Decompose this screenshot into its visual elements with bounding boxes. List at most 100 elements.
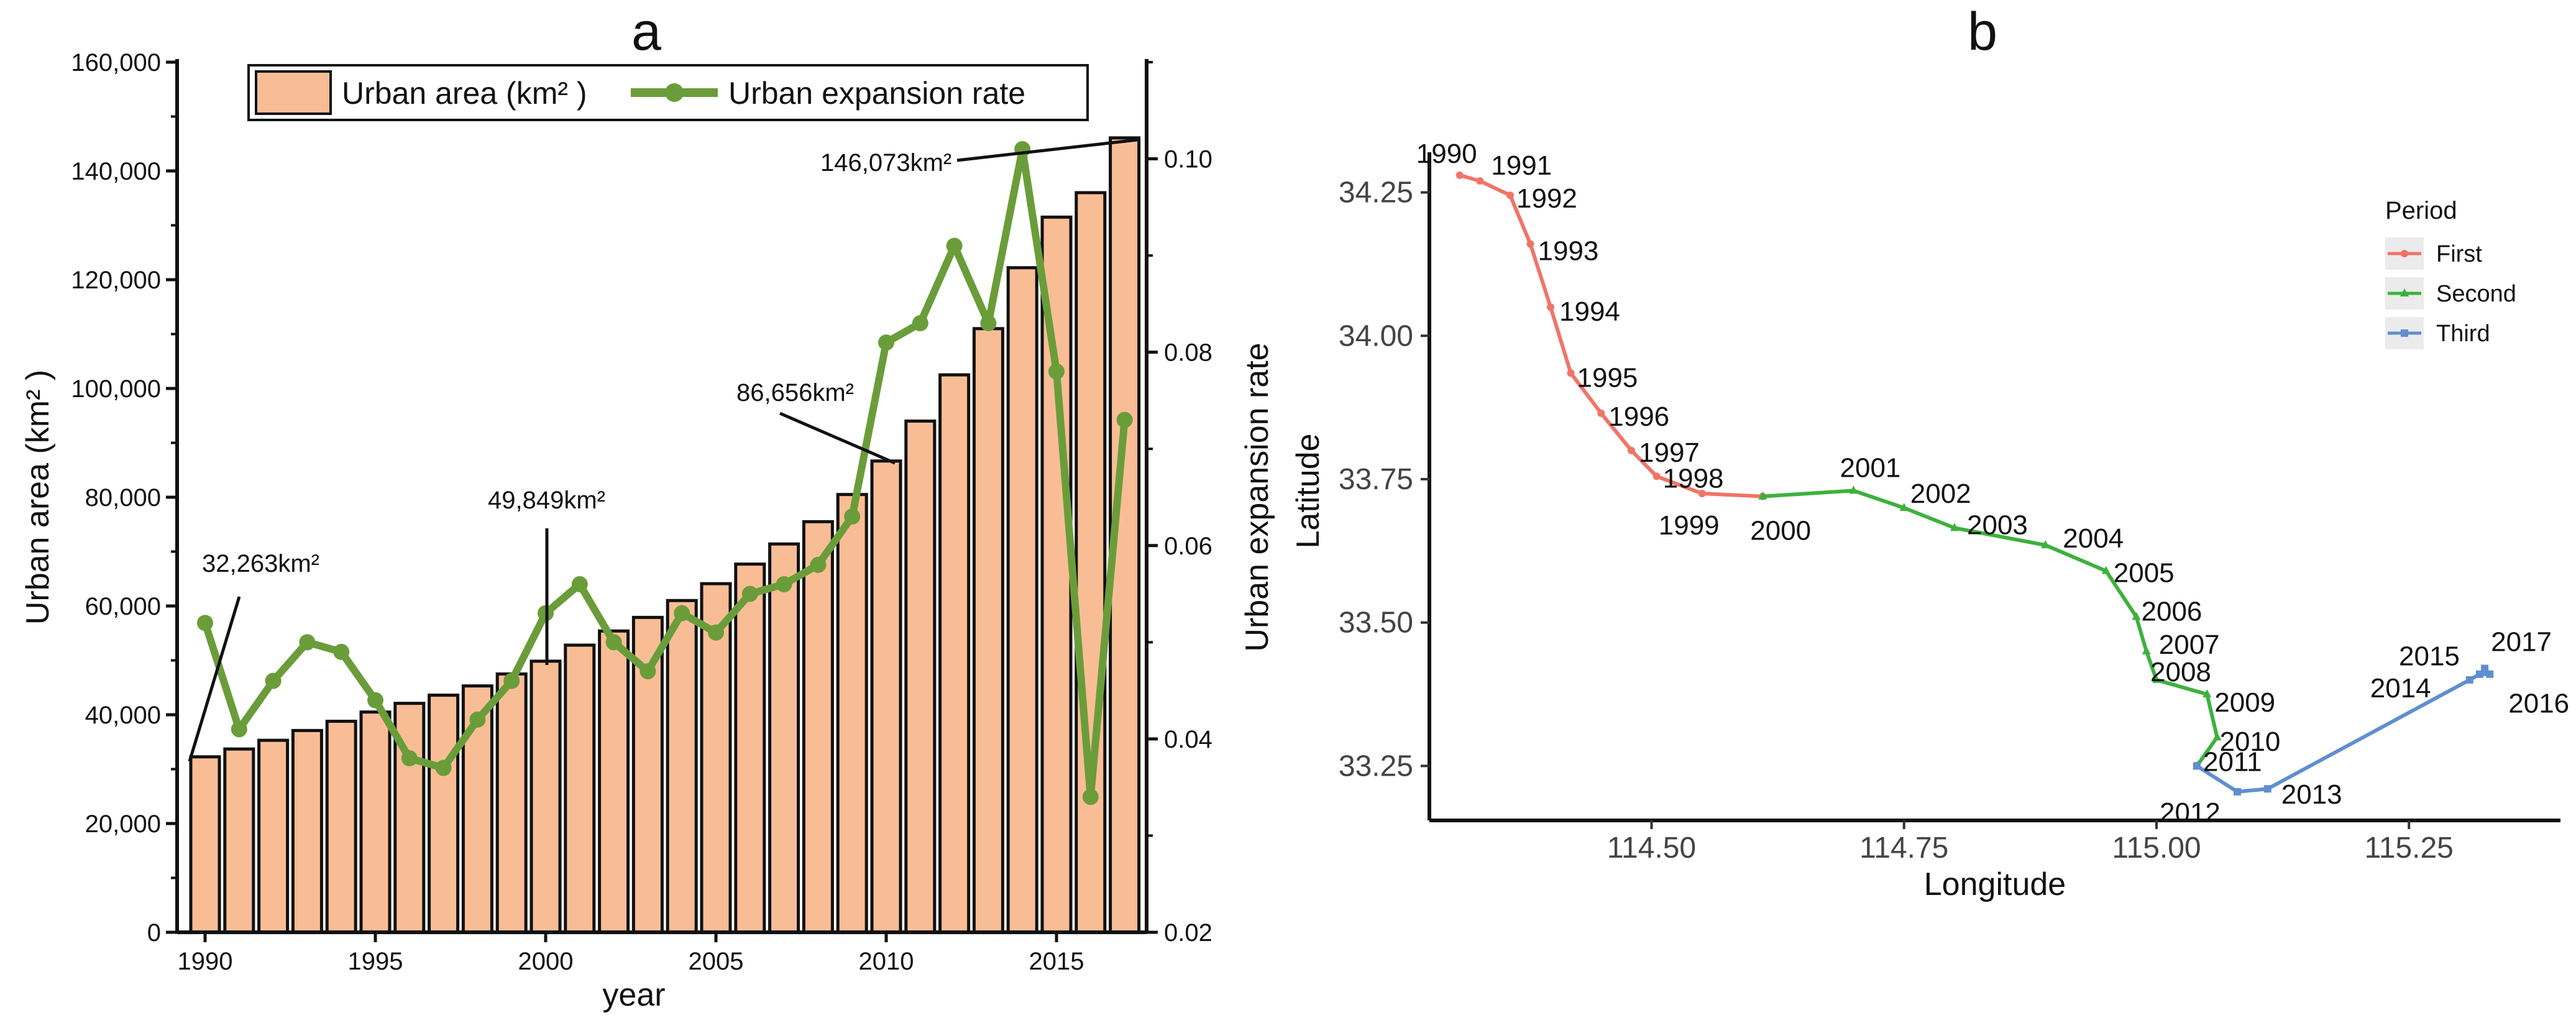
panel-a-annotations: 32,263km² 49,849km² 86,656km² 146,073km² <box>188 138 1138 762</box>
y-axis-title-b: Latitude <box>1290 433 1326 548</box>
bar <box>972 327 1004 934</box>
trajectory-second <box>1762 489 2219 768</box>
trajectory-point <box>2193 762 2201 770</box>
year-label: 2016 <box>2508 689 2569 719</box>
year-label: 2001 <box>1840 452 1901 483</box>
year-label: 2007 <box>2159 630 2220 660</box>
bar <box>1075 191 1107 934</box>
year-label: 2009 <box>2214 687 2275 718</box>
trajectory-point <box>1597 409 1605 417</box>
annotation-leader <box>956 138 1138 162</box>
rate-point <box>605 634 622 651</box>
panel-b-title: b <box>1968 2 1997 62</box>
y2-tick-label: 0.10 <box>1164 146 1212 173</box>
bar <box>802 520 834 934</box>
rate-point <box>367 692 383 709</box>
bar <box>223 747 255 934</box>
bar <box>325 720 357 934</box>
year-label: 2011 <box>2203 746 2262 777</box>
trajectory-point <box>2212 732 2222 741</box>
x-tick-label-b: 114.75 <box>1859 832 1948 865</box>
rate-point <box>1116 411 1133 428</box>
trajectory-point <box>2041 540 2050 549</box>
trajectory-point <box>1506 191 1514 200</box>
bar <box>666 599 698 934</box>
legend-a-bar-label: Urban area (km² ) <box>342 76 587 111</box>
annotation-label: 86,656km² <box>736 379 854 406</box>
bar <box>598 629 630 934</box>
annotation-label: 146,073km² <box>820 149 951 177</box>
rate-point <box>401 750 418 766</box>
bar <box>189 755 221 934</box>
rate-point <box>1082 789 1099 805</box>
year-label: 2005 <box>2114 558 2175 589</box>
bar <box>428 694 460 934</box>
trajectory-point <box>2401 250 2408 257</box>
y-tick-label: 40,000 <box>85 702 161 729</box>
rate-point <box>197 615 213 631</box>
trajectory-point <box>2486 670 2494 678</box>
bar <box>257 738 290 934</box>
trajectory-point <box>2202 689 2212 697</box>
legend-b-label: Third <box>2436 321 2490 347</box>
rate-point <box>333 643 350 660</box>
y-tick-label: 160,000 <box>71 49 161 76</box>
legend-b-title: Period <box>2385 197 2457 224</box>
trajectory-point <box>2400 288 2409 296</box>
y2-tick-label: 0.04 <box>1164 726 1212 753</box>
rate-point <box>231 721 247 738</box>
trajectory-point <box>2142 646 2151 654</box>
trajectory-point <box>1455 171 1464 179</box>
bar <box>359 710 392 934</box>
x-tick-label: 1995 <box>348 948 403 975</box>
trajectory-point <box>1547 303 1554 311</box>
rate-point <box>776 576 792 592</box>
y-tick-label-b: 33.75 <box>1339 463 1413 496</box>
x-tick-label: 2015 <box>1029 948 1084 975</box>
year-label: 1997 <box>1639 438 1700 468</box>
trajectory-point <box>1758 491 1767 500</box>
rate-point <box>741 585 758 602</box>
y-tick-label: 60,000 <box>85 593 161 620</box>
y-tick-label: 80,000 <box>85 484 161 512</box>
bar <box>870 459 902 934</box>
y-tick-label: 120,000 <box>71 267 161 294</box>
bar <box>768 542 800 934</box>
year-label: 2013 <box>2281 779 2342 810</box>
rate-point <box>299 634 316 651</box>
rate-point <box>844 508 861 525</box>
annotation-label: 49,849km² <box>488 487 605 514</box>
annotation-leader <box>779 411 896 465</box>
trajectory-point <box>1567 369 1575 377</box>
y-tick-label-b: 34.00 <box>1339 319 1413 352</box>
annotation-leader <box>188 596 241 762</box>
trajectory-point <box>1698 490 1706 498</box>
bar <box>529 659 562 934</box>
rate-point <box>912 315 928 331</box>
trajectory-first <box>1459 173 1763 498</box>
annotation-label: 32,263km² <box>202 550 319 577</box>
x-tick-label: 2005 <box>689 948 744 975</box>
year-label: 2017 <box>2491 626 2552 657</box>
x-tick-label-b: 115.00 <box>2112 832 2201 865</box>
bar <box>938 373 971 934</box>
panel-a: a 0 20,000 40,000 60,000 80,000 100,000 120,00… <box>20 2 1275 1013</box>
bar <box>1006 266 1038 934</box>
y-axis-title: Urban area (km² ) <box>20 370 56 625</box>
bar <box>700 582 732 934</box>
trajectory-point <box>1899 503 1909 512</box>
legend-a-bar-swatch <box>255 70 332 115</box>
bar <box>836 493 868 934</box>
trajectory-point <box>1526 240 1534 248</box>
y-tick-label-b: 33.50 <box>1339 607 1413 640</box>
year-label: 2010 <box>2220 727 2281 757</box>
year-label: 2006 <box>2142 596 2202 626</box>
y-tick-label: 140,000 <box>71 158 161 185</box>
year-label: 2004 <box>2063 523 2124 554</box>
panel-b: b 33.25 33.50 33.75 34.00 34.25 114.50 114.75 1… <box>1290 2 2569 902</box>
year-label: 1992 <box>1516 183 1577 214</box>
y-tick-label: 0 <box>147 919 161 947</box>
rate-point <box>265 672 282 689</box>
